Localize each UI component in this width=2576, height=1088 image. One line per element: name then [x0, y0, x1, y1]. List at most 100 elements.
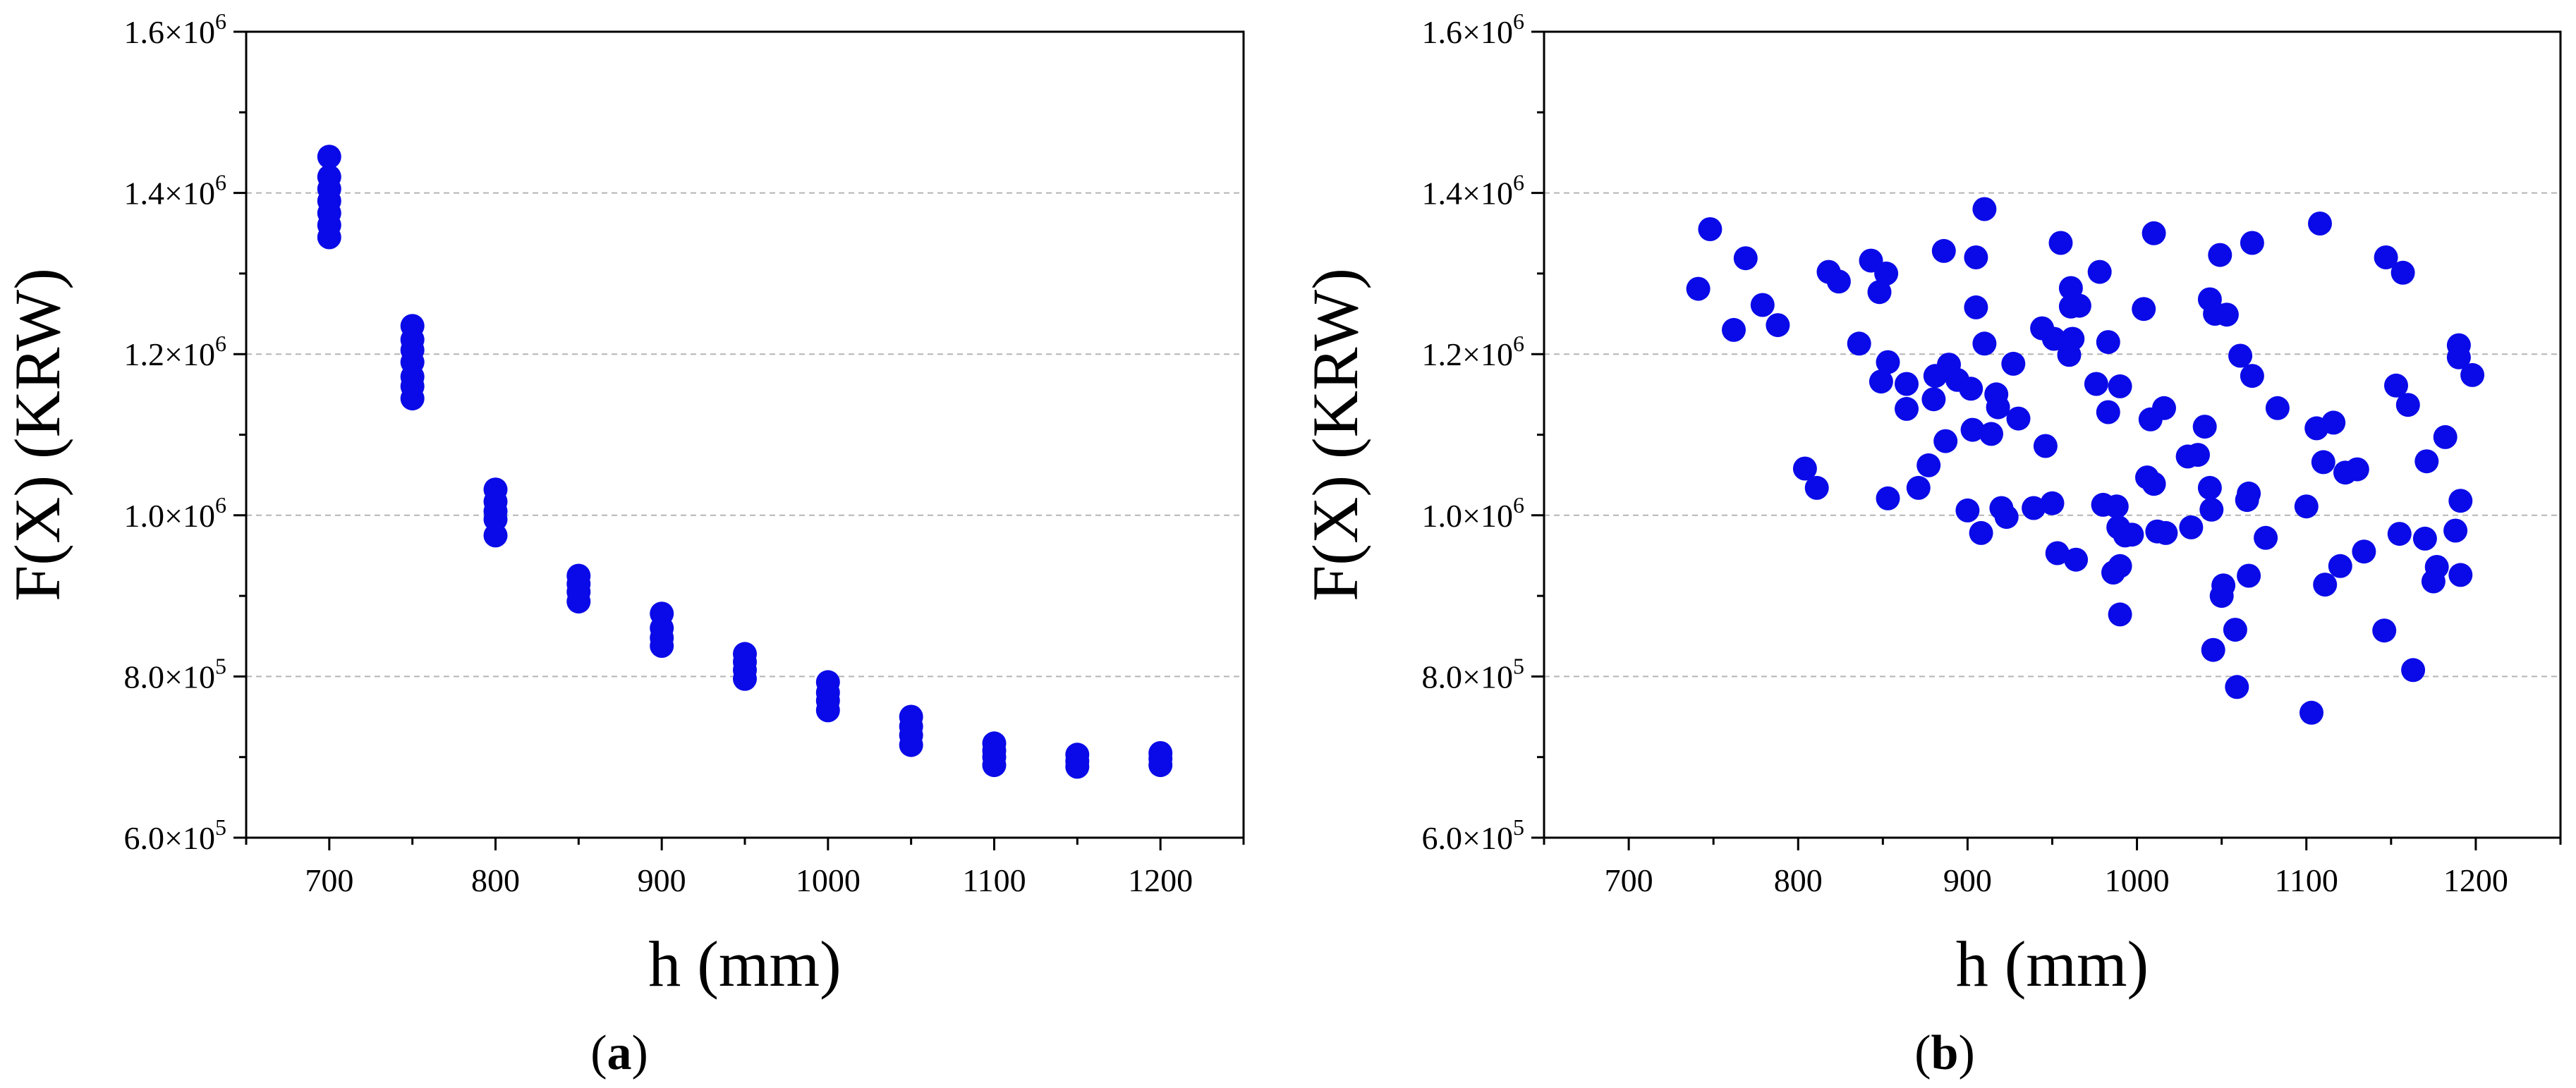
- data-point-b-33: [1972, 197, 1997, 221]
- chart-a: 700 800 900 1000 1100 1200 6.0×105 8.0×105 1.0×1…: [1, 8, 1245, 1000]
- data-point-b-95: [2240, 231, 2264, 255]
- data-point-b-124: [2446, 345, 2471, 369]
- data-point-b-14: [1874, 261, 1899, 286]
- data-point-a-13: [400, 314, 425, 338]
- panel-b-label: (b): [1914, 1026, 1975, 1080]
- data-point-b-108: [2345, 457, 2369, 482]
- data-point-b-94: [2237, 481, 2261, 506]
- data-point-b-32: [1969, 520, 1993, 545]
- data-point-a-34: [815, 670, 840, 695]
- x-tick-label-b-1200: 1200: [2443, 862, 2508, 898]
- data-point-b-89: [2223, 618, 2247, 642]
- data-point-b-68: [2132, 297, 2156, 322]
- data-point-a-5: [317, 164, 341, 189]
- y-tick-label-b-4: 1.4×106: [1422, 170, 1524, 212]
- data-point-b-117: [2412, 526, 2437, 551]
- y-tick-label-a-5: 1.6×106: [124, 8, 226, 50]
- data-point-a-6: [317, 145, 341, 169]
- data-point-b-126: [2448, 489, 2473, 513]
- data-point-b-61: [2104, 494, 2129, 519]
- data-point-b-2: [1722, 317, 1746, 342]
- data-point-b-79: [2192, 415, 2217, 439]
- data-point-b-114: [2390, 260, 2415, 285]
- data-point-b-56: [2087, 259, 2112, 284]
- data-point-b-53: [2064, 547, 2089, 572]
- data-point-b-105: [2321, 410, 2346, 435]
- data-point-b-18: [1895, 396, 1919, 421]
- data-point-b-39: [1994, 505, 2019, 530]
- x-tick-label-a-1200: 1200: [1128, 862, 1193, 898]
- data-point-b-72: [2141, 472, 2166, 496]
- data-point-b-58: [2096, 400, 2120, 424]
- data-point-b-125: [2448, 563, 2473, 587]
- data-point-b-111: [2374, 245, 2398, 269]
- x-tick-label-b-1000: 1000: [2105, 862, 2170, 898]
- data-point-b-45: [2040, 491, 2065, 515]
- data-point-b-109: [2352, 539, 2376, 564]
- data-point-b-3: [1733, 246, 1758, 271]
- y-tick-label-a-1: 8.0×105: [124, 653, 226, 695]
- y-axis-title-a: F(X) (KRW): [1, 268, 73, 601]
- data-point-a-48: [1148, 741, 1173, 765]
- data-point-b-54: [2067, 293, 2091, 318]
- data-point-b-4: [1750, 293, 1775, 317]
- data-point-a-38: [899, 704, 923, 729]
- data-point-a-22: [566, 563, 591, 588]
- data-point-b-52: [2060, 326, 2085, 351]
- data-point-b-21: [1921, 387, 1946, 412]
- data-point-b-1: [1698, 217, 1723, 241]
- x-tick-label-a-700: 700: [305, 862, 353, 898]
- data-point-b-34: [1972, 331, 1997, 356]
- y-tick-label-a-3: 1.2×106: [124, 331, 226, 372]
- panel-a: 700 800 900 1000 1100 1200 6.0×105 8.0×105 1.0×1…: [1, 8, 1245, 1080]
- data-point-b-67: [2120, 522, 2144, 547]
- y-tick-label-a-2: 1.0×106: [124, 492, 226, 534]
- x-tick-label-b-900: 900: [1943, 862, 1992, 898]
- y-tick-label-a-0: 6.0×105: [124, 814, 226, 856]
- data-point-b-31: [1964, 295, 1988, 319]
- data-point-b-65: [2108, 374, 2132, 398]
- data-point-b-63: [2108, 602, 2132, 627]
- data-point-b-93: [2237, 563, 2261, 588]
- data-point-b-40: [2001, 351, 2026, 376]
- data-point-b-98: [2265, 396, 2290, 420]
- y-tick-label-b-0: 6.0×105: [1422, 814, 1524, 856]
- data-point-b-23: [1931, 238, 1956, 263]
- data-point-b-29: [1960, 417, 1985, 442]
- data-point-b-104: [2313, 573, 2338, 597]
- x-tick-label-a-1100: 1100: [962, 862, 1026, 898]
- data-point-b-28: [1959, 377, 1983, 401]
- data-point-b-71: [2141, 221, 2166, 245]
- data-point-a-18: [483, 477, 508, 502]
- data-point-b-44: [2033, 434, 2058, 458]
- data-point-b-12: [1867, 280, 1892, 305]
- x-tick-label-a-1000: 1000: [796, 862, 861, 898]
- y-tick-label-b-2: 1.0×106: [1422, 492, 1524, 534]
- data-point-b-83: [2201, 637, 2225, 662]
- data-point-b-64: [2108, 554, 2132, 578]
- data-point-b-113: [2387, 522, 2412, 546]
- panel-a-label: (a): [590, 1026, 648, 1080]
- y-tick-label-b-3: 1.2×106: [1422, 331, 1524, 372]
- data-point-b-9: [1826, 269, 1851, 294]
- data-point-b-35: [1979, 422, 2003, 446]
- data-point-b-85: [2208, 243, 2232, 267]
- y-tick-label-a-4: 1.4×106: [124, 170, 226, 212]
- data-point-b-112: [2384, 373, 2408, 398]
- data-point-b-59: [2096, 330, 2120, 355]
- data-point-b-87: [2211, 573, 2236, 598]
- data-point-b-7: [1804, 475, 1829, 500]
- data-point-b-99: [2294, 494, 2319, 519]
- data-point-b-127: [2460, 362, 2485, 387]
- data-point-b-74: [2152, 396, 2176, 420]
- data-point-b-5: [1766, 313, 1790, 338]
- chart-b: 700 800 900 1000 1100 1200 6.0×105 8.0×105 1.0×1…: [1299, 8, 2562, 1000]
- x-tick-label-a-800: 800: [471, 862, 520, 898]
- data-point-b-6: [1792, 456, 1817, 481]
- plot-frame-a: [245, 30, 1245, 839]
- data-point-b-13: [1869, 369, 1893, 394]
- data-point-b-46: [2041, 326, 2066, 351]
- data-point-a-30: [733, 642, 757, 666]
- x-axis-title-a: h (mm): [648, 928, 841, 1000]
